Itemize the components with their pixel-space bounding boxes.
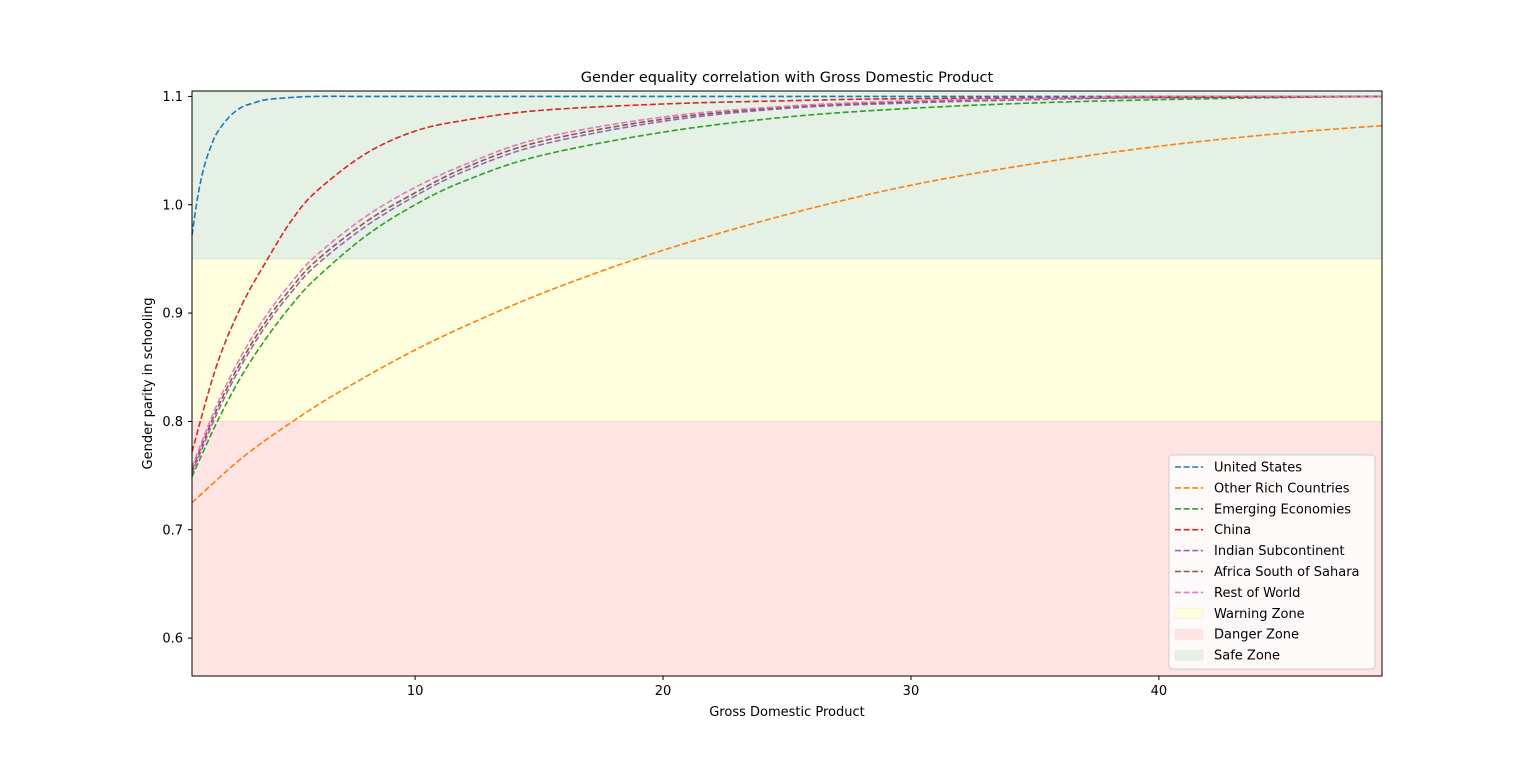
legend-label-safe-zone: Safe Zone (1214, 649, 1280, 664)
y-tick-label: 1.0 (162, 198, 183, 213)
x-tick-label: 40 (1151, 684, 1168, 699)
legend-label-china: China (1214, 523, 1251, 538)
legend-label-indian-subcontinent: Indian Subcontinent (1214, 544, 1345, 559)
legend-swatch-warning-zone (1174, 607, 1204, 619)
legend-label-united-states: United States (1214, 461, 1302, 476)
legend-swatch-danger-zone (1174, 628, 1204, 640)
series-line-china (191, 95, 1383, 452)
legend-swatch-safe-zone (1174, 649, 1204, 661)
legend-label-other-rich-countries: Other Rich Countries (1214, 481, 1350, 496)
legend-label-danger-zone: Danger Zone (1214, 628, 1299, 643)
y-tick-label: 1.1 (162, 90, 183, 105)
series-line-emerging-economies (191, 95, 1383, 478)
zone-warning-zone (192, 258, 1382, 422)
series-line-rest-of-world (191, 95, 1383, 468)
x-tick-label: 30 (903, 684, 920, 699)
y-tick-label: 0.6 (162, 632, 183, 647)
series-line-indian-subcontinent (191, 95, 1383, 474)
x-tick-label: 20 (655, 684, 672, 699)
series-line-united-states (191, 95, 1382, 236)
x-axis-ticks: 10 20 30 40 (407, 676, 1167, 699)
plot-frame (191, 90, 1383, 677)
y-tick-label: 0.7 (162, 523, 183, 538)
legend-items: United States Other Rich Countries Emergin… (1174, 461, 1360, 664)
series-lines-layer (191, 95, 1383, 504)
y-tick-label: 0.8 (162, 415, 183, 430)
legend-label-emerging-economies: Emerging Economies (1214, 502, 1351, 517)
legend-label-africa-south-of-sahara: Africa South of Sahara (1214, 565, 1360, 580)
legend-box (1168, 454, 1376, 670)
y-axis-ticks: 0.6 0.7 0.8 0.9 1.0 1.1 (162, 90, 192, 647)
legend-label-warning-zone: Warning Zone (1214, 607, 1305, 622)
series-line-other-rich-countries (191, 124, 1383, 504)
zone-safe-zone (192, 91, 1382, 259)
legend: United States Other Rich Countries Emergin… (1168, 454, 1376, 670)
chart-title: Gender equality correlation with Gross D… (581, 70, 994, 86)
y-tick-label: 0.9 (162, 307, 183, 322)
y-axis-label: Gender parity in schooling (141, 298, 156, 470)
legend-label-rest-of-world: Rest of World (1214, 586, 1300, 601)
x-axis-label: Gross Domestic Product (709, 705, 865, 720)
x-tick-label: 10 (407, 684, 424, 699)
